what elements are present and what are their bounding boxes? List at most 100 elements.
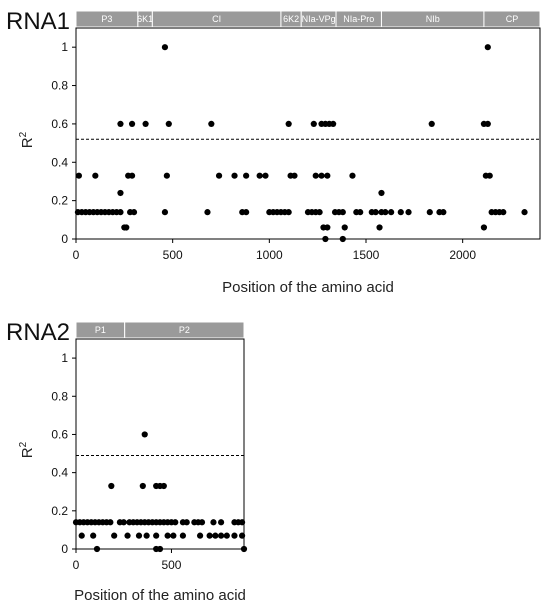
data-point bbox=[206, 532, 213, 539]
gene-label: P3 bbox=[101, 14, 112, 24]
data-point bbox=[93, 545, 101, 553]
data-point bbox=[238, 519, 246, 526]
data-point bbox=[372, 209, 379, 216]
data-point bbox=[324, 172, 331, 179]
x-tick-label: 2000 bbox=[449, 248, 476, 262]
data-point bbox=[204, 209, 211, 216]
data-point bbox=[170, 532, 177, 539]
gene-label: 6K1 bbox=[137, 14, 153, 24]
gene-segment bbox=[483, 10, 541, 28]
gene-label: CI bbox=[212, 14, 221, 24]
data-point bbox=[440, 209, 447, 216]
data-point bbox=[243, 172, 250, 179]
data-point bbox=[357, 209, 364, 216]
data-point bbox=[238, 532, 246, 539]
data-point bbox=[316, 209, 323, 216]
data-point bbox=[428, 120, 435, 128]
data-point bbox=[312, 172, 319, 179]
y-tick-label: 0.6 bbox=[51, 427, 68, 441]
data-point bbox=[349, 172, 356, 179]
data-point bbox=[322, 235, 329, 243]
data-point bbox=[142, 120, 149, 128]
gene-label: 6K2 bbox=[283, 14, 299, 24]
y-tick-label: 0 bbox=[61, 232, 68, 246]
data-point bbox=[339, 235, 346, 243]
data-point bbox=[111, 532, 118, 539]
data-point bbox=[163, 172, 170, 179]
data-point bbox=[78, 532, 85, 539]
data-point bbox=[161, 44, 169, 51]
data-point bbox=[310, 120, 317, 128]
x-tick-label: 500 bbox=[163, 248, 183, 262]
data-point bbox=[378, 189, 385, 197]
data-point bbox=[262, 172, 269, 179]
panel-label: RNA2 bbox=[6, 319, 70, 346]
data-point bbox=[120, 519, 127, 526]
data-point bbox=[339, 209, 346, 216]
data-point bbox=[324, 224, 331, 231]
y-tick-label: 1 bbox=[61, 351, 68, 365]
data-point bbox=[156, 545, 164, 553]
y-tick-label: 0.4 bbox=[51, 155, 68, 169]
chart-panel-rna2: RNA2 P1 P2 0 0.2 0.4 0.6 0.8 1 0 500 Position of th… bbox=[6, 319, 248, 604]
y-tick-label: 0 bbox=[61, 542, 68, 556]
y-axis-label-base: R bbox=[19, 137, 36, 148]
data-point bbox=[141, 431, 148, 438]
data-point bbox=[117, 209, 124, 216]
data-point bbox=[208, 120, 215, 128]
data-point bbox=[165, 120, 172, 128]
data-point bbox=[212, 532, 219, 539]
y-tick-label: 0.8 bbox=[51, 79, 68, 93]
y-tick-label: 0.8 bbox=[51, 389, 68, 403]
chart-panel-rna1: RNA1 P3 6K1 CI 6K2 NIa-VPg NIa-Pro NIb CP 0 0.2 0.4… bbox=[6, 8, 541, 296]
gene-label: P1 bbox=[95, 325, 106, 335]
data-point bbox=[161, 209, 169, 216]
plot-frame bbox=[75, 338, 245, 550]
data-point bbox=[223, 532, 230, 539]
data-point bbox=[217, 519, 225, 526]
x-tick-label: 0 bbox=[73, 558, 80, 572]
data-point bbox=[285, 120, 292, 128]
data-point bbox=[75, 172, 82, 179]
data-point bbox=[521, 209, 528, 216]
data-point bbox=[128, 120, 136, 128]
panel-label: RNA1 bbox=[6, 8, 70, 35]
gene-label: NIa-VPg bbox=[302, 14, 336, 24]
data-point bbox=[164, 532, 171, 539]
y-axis-label: R2 bbox=[18, 441, 36, 458]
data-point bbox=[388, 209, 395, 216]
data-point bbox=[130, 209, 138, 216]
x-axis-label: Position of the amino acid bbox=[74, 587, 246, 604]
data-point bbox=[139, 482, 146, 490]
gene-label: NIa-Pro bbox=[343, 14, 374, 24]
y-tick-label: 1 bbox=[61, 40, 68, 54]
data-point bbox=[117, 120, 124, 128]
data-point bbox=[198, 519, 206, 526]
x-tick-label: 1000 bbox=[256, 248, 283, 262]
data-point bbox=[172, 519, 179, 526]
data-point bbox=[153, 532, 160, 539]
y-tick-label: 0.4 bbox=[51, 466, 68, 480]
data-point bbox=[160, 482, 167, 490]
data-point bbox=[90, 532, 97, 539]
data-point bbox=[128, 172, 136, 179]
data-point bbox=[397, 209, 404, 216]
data-point bbox=[231, 532, 238, 539]
data-point bbox=[135, 532, 143, 539]
gene-label: CP bbox=[506, 14, 519, 24]
data-point bbox=[256, 172, 263, 179]
gene-label: NIb bbox=[426, 14, 440, 24]
x-axis-label: Position of the amino acid bbox=[222, 279, 394, 296]
data-point bbox=[92, 172, 99, 179]
data-point bbox=[143, 532, 150, 539]
y-tick-label: 0.2 bbox=[51, 194, 68, 208]
data-point bbox=[486, 172, 493, 179]
data-point bbox=[183, 519, 190, 526]
data-point bbox=[318, 172, 325, 179]
y-tick-label: 0.6 bbox=[51, 117, 68, 131]
data-point bbox=[484, 120, 491, 128]
data-point bbox=[243, 209, 250, 216]
data-point bbox=[405, 209, 412, 216]
y-axis-label: R2 bbox=[18, 131, 36, 148]
